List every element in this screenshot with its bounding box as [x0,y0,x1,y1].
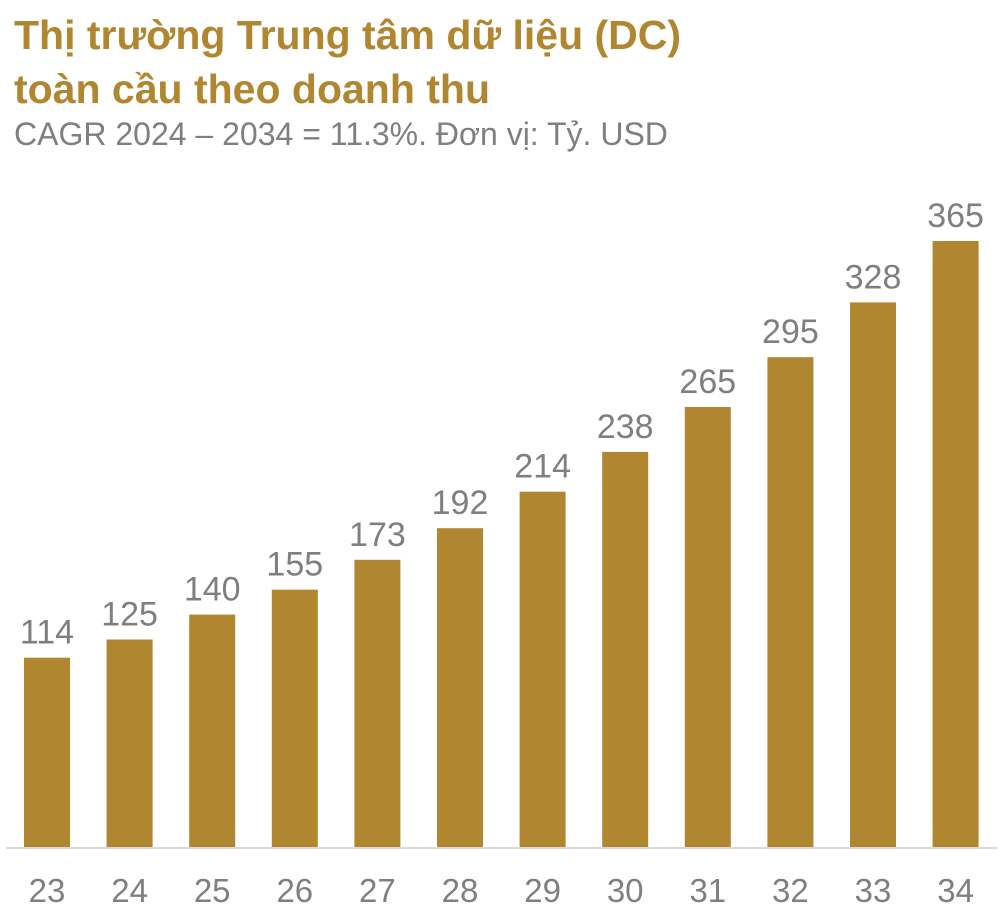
data-labels-group: 114 125 140 155 173 192 214 238 265 295 328 365 [20,197,984,652]
chart-title-line-1: Thị trường Trung tâm dữ liệu (DC) [14,12,682,58]
bar-25 [189,614,236,847]
chart-title-line-2: toàn cầu theo doanh thu [14,66,491,112]
data-label-26: 155 [266,546,323,584]
bar-30 [602,451,649,847]
x-tick-label-24: 24 [111,872,148,909]
bar-23 [24,657,70,847]
bar-34 [932,241,979,847]
data-label-27: 173 [349,516,406,554]
data-label-32: 295 [762,313,819,351]
data-label-29: 214 [514,448,571,486]
bar-32 [767,357,814,847]
x-tick-label-30: 30 [607,872,644,909]
x-tick-label-28: 28 [442,872,479,909]
bar-31 [684,407,731,847]
data-label-28: 192 [432,484,489,522]
data-label-34: 365 [927,197,984,235]
bars-group [24,241,979,847]
x-tick-labels-group: 23 24 25 26 27 28 29 30 31 32 33 34 [29,872,974,909]
x-tick-label-26: 26 [276,872,313,909]
x-tick-label-23: 23 [29,872,66,909]
x-tick-label-34: 34 [937,872,974,909]
x-tick-label-32: 32 [772,872,809,909]
bar-33 [850,302,896,847]
bar-24 [106,639,153,847]
data-label-31: 265 [679,363,736,401]
data-label-30: 238 [597,408,654,446]
x-tick-label-31: 31 [689,872,726,909]
x-tick-label-33: 33 [855,872,892,909]
data-label-24: 125 [101,596,158,634]
bar-27 [354,559,401,847]
bar-28 [437,528,483,847]
data-label-33: 328 [845,258,902,296]
bar-29 [519,491,566,847]
x-tick-label-27: 27 [359,872,396,909]
x-tick-label-29: 29 [524,872,561,909]
data-label-25: 140 [184,571,241,609]
chart-title: Thị trường Trung tâm dữ liệu (DC) toàn c… [14,8,681,116]
chart-subtitle: CAGR 2024 – 2034 = 11.3%. Đơn vị: Tỷ. US… [14,116,668,152]
x-tick-label-25: 25 [194,872,231,909]
data-label-23: 114 [20,614,74,652]
bar-26 [271,589,318,847]
